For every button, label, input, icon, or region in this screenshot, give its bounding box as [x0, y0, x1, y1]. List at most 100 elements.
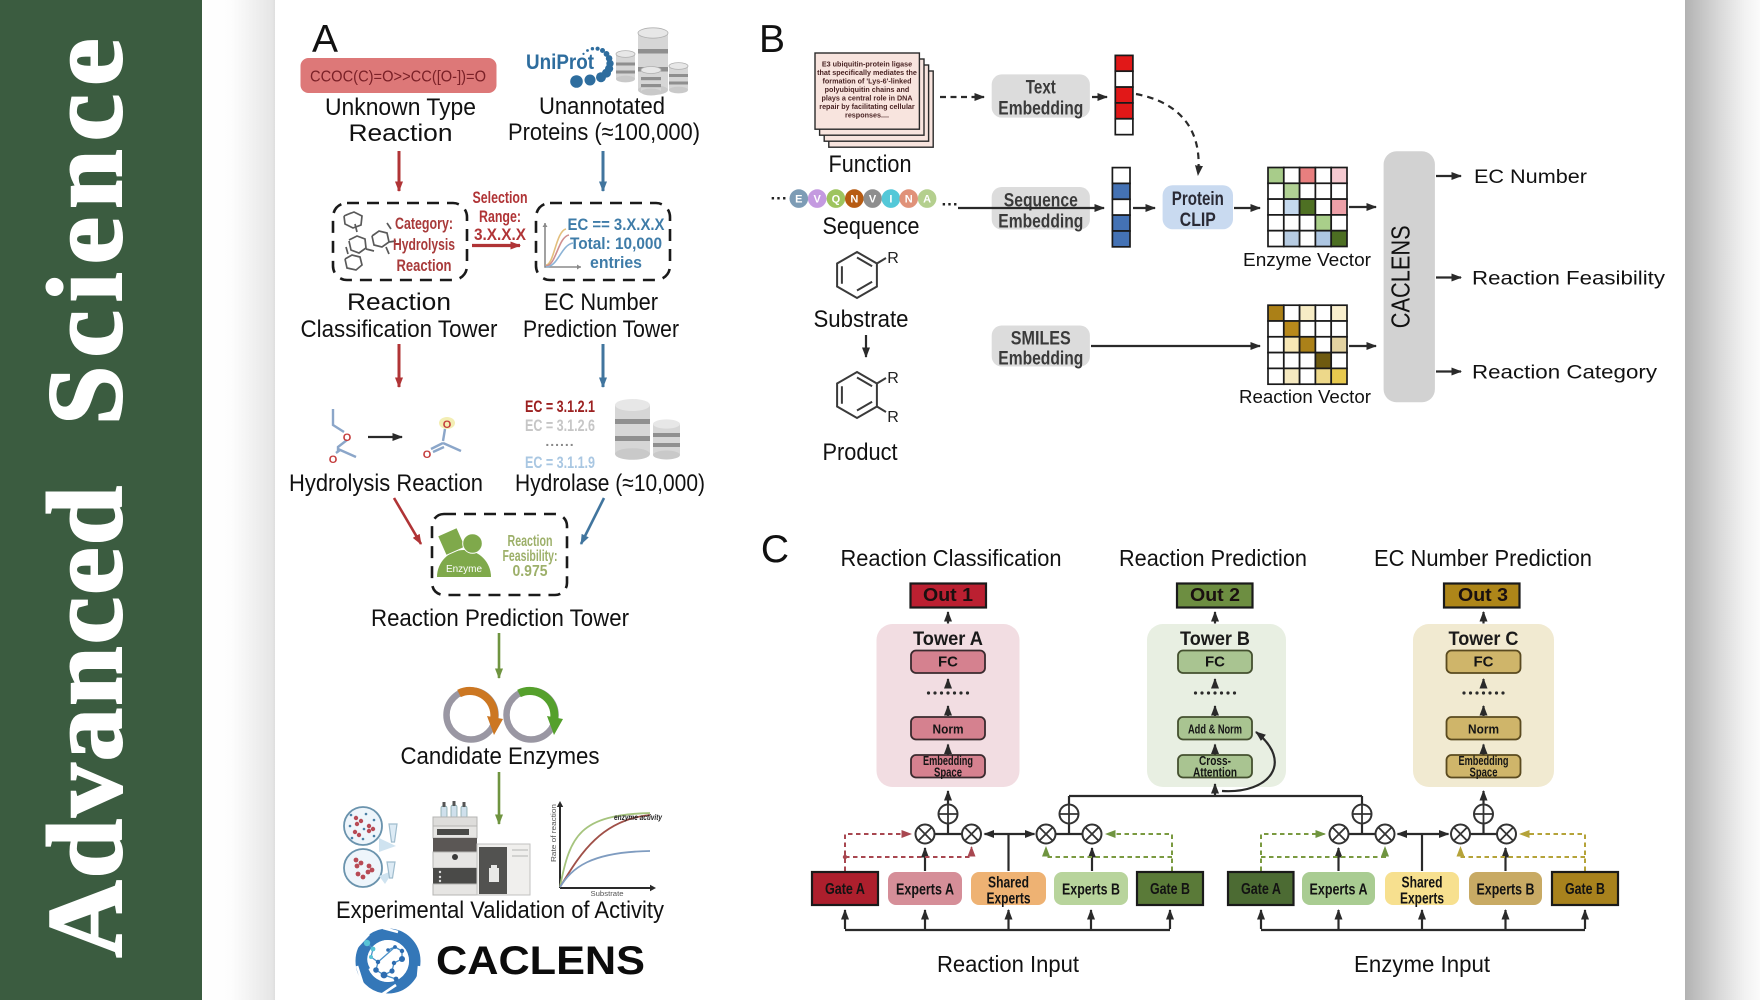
svg-text:Reaction: Reaction — [349, 120, 453, 147]
svg-text:O: O — [329, 454, 338, 466]
svg-text:Experts A: Experts A — [896, 882, 954, 899]
svg-text:Add & Norm: Add & Norm — [1188, 722, 1242, 737]
svg-text:Text: Text — [1026, 78, 1057, 99]
svg-text:Shared: Shared — [1402, 875, 1443, 892]
svg-text:···: ··· — [942, 195, 959, 214]
svg-text:Embedding: Embedding — [998, 99, 1083, 120]
svg-text:Out 2: Out 2 — [1190, 585, 1240, 605]
svg-text:Reaction: Reaction — [508, 533, 553, 550]
svg-text:CACLENS: CACLENS — [436, 939, 645, 983]
svg-text:Selection: Selection — [473, 189, 528, 207]
svg-text:Tower A: Tower A — [913, 629, 983, 650]
svg-text:Experts B: Experts B — [1477, 882, 1535, 899]
svg-text:Sequence: Sequence — [823, 213, 920, 240]
svg-text:Rate of reaction: Rate of reaction — [551, 804, 558, 862]
svg-text:···: ··· — [771, 189, 788, 208]
svg-text:Reaction: Reaction — [347, 289, 451, 316]
svg-text:0.975: 0.975 — [513, 563, 548, 580]
svg-text:Protein: Protein — [1172, 189, 1224, 210]
svg-text:Experts B: Experts B — [1062, 882, 1120, 899]
svg-text:Gate B: Gate B — [1565, 881, 1605, 898]
svg-text:formation of 'Lys-6'-linked: formation of 'Lys-6'-linked — [822, 77, 911, 86]
svg-text:Space: Space — [934, 766, 962, 780]
svg-text:UniProt: UniProt — [526, 51, 594, 74]
svg-text:FC: FC — [1474, 654, 1494, 671]
svg-text:Cross-: Cross- — [1199, 754, 1231, 768]
svg-text:Experts: Experts — [1400, 891, 1444, 908]
svg-text:Advanced Science: Advanced Science — [27, 30, 145, 957]
svg-text:Hydrolysis: Hydrolysis — [393, 236, 455, 254]
svg-text:Total: 10,000: Total: 10,000 — [570, 235, 662, 253]
svg-text:Enzyme Vector: Enzyme Vector — [1243, 250, 1371, 270]
svg-text:Enzyme Input: Enzyme Input — [1354, 951, 1490, 977]
svg-text:Gate A: Gate A — [825, 881, 865, 898]
svg-text:Feasibility:: Feasibility: — [503, 548, 558, 565]
svg-text:Norm: Norm — [933, 722, 964, 737]
svg-text:CLIP: CLIP — [1180, 210, 1216, 231]
svg-text:Space: Space — [1470, 766, 1498, 780]
svg-text:R: R — [887, 250, 899, 267]
svg-text:Reaction Vector: Reaction Vector — [1239, 387, 1371, 407]
svg-text:N: N — [905, 193, 913, 205]
svg-text:Tower C: Tower C — [1449, 629, 1519, 650]
svg-text:V: V — [869, 193, 877, 205]
svg-text:FC: FC — [938, 654, 958, 671]
svg-text:EC Number: EC Number — [544, 289, 658, 316]
svg-text:Gate B: Gate B — [1150, 881, 1190, 898]
svg-text:Gate A: Gate A — [1241, 881, 1281, 898]
svg-text:Sequence: Sequence — [1004, 191, 1078, 212]
svg-text:EC Number: EC Number — [1474, 166, 1588, 188]
svg-text:Embedding: Embedding — [1459, 754, 1509, 768]
svg-text:3.X.X.X: 3.X.X.X — [474, 226, 526, 244]
svg-text:CACLENS: CACLENS — [1385, 225, 1415, 328]
svg-text:B: B — [759, 18, 785, 61]
svg-text:Embedding: Embedding — [998, 212, 1083, 233]
svg-text:responses....: responses.... — [845, 111, 889, 120]
svg-text:Norm: Norm — [1468, 722, 1499, 737]
svg-text:Experts: Experts — [987, 891, 1031, 908]
svg-text:......: ...... — [545, 433, 574, 449]
svg-text:V: V — [814, 193, 822, 205]
svg-text:that specifically mediates the: that specifically mediates the — [817, 68, 917, 77]
svg-text:plays a central role in DNA: plays a central role in DNA — [821, 94, 912, 103]
svg-text:entries: entries — [590, 254, 642, 272]
svg-text:Range:: Range: — [479, 208, 521, 226]
svg-text:Unannotated: Unannotated — [539, 93, 665, 120]
svg-text:EC Number Prediction: EC Number Prediction — [1374, 545, 1592, 571]
svg-text:Classification Tower: Classification Tower — [301, 316, 498, 343]
svg-text:EC == 3.X.X.X: EC == 3.X.X.X — [568, 216, 665, 234]
svg-text:I: I — [889, 193, 892, 205]
svg-text:EC = 3.1.2.1: EC = 3.1.2.1 — [525, 398, 595, 416]
svg-text:Out 3: Out 3 — [1458, 585, 1508, 605]
svg-text:Embedding: Embedding — [998, 349, 1083, 370]
svg-text:Function: Function — [829, 151, 912, 178]
svg-text:Hydrolysis Reaction: Hydrolysis Reaction — [289, 470, 483, 497]
svg-text:polyubiquitin chains and: polyubiquitin chains and — [825, 85, 910, 94]
svg-text:Unknown Type: Unknown Type — [325, 94, 476, 121]
svg-text:Attention: Attention — [1193, 766, 1237, 780]
svg-text:Embedding: Embedding — [923, 754, 973, 768]
svg-text:Reaction Input: Reaction Input — [937, 951, 1079, 977]
svg-text:Reaction: Reaction — [397, 257, 452, 275]
svg-text:Experts A: Experts A — [1310, 882, 1368, 899]
svg-text:Prediction Tower: Prediction Tower — [523, 316, 679, 343]
svg-text:C: C — [761, 528, 789, 571]
svg-text:Substrate: Substrate — [591, 891, 624, 898]
svg-text:Category:: Category: — [395, 215, 453, 233]
svg-text:R: R — [887, 370, 899, 387]
svg-text:E3 ubiquitin-protein ligase: E3 ubiquitin-protein ligase — [822, 60, 912, 69]
svg-text:Out 1: Out 1 — [923, 585, 973, 605]
svg-text:repair by facilitating cellula: repair by facilitating cellular — [819, 102, 915, 111]
svg-text:enzyme activity: enzyme activity — [614, 813, 662, 822]
svg-text:A: A — [312, 18, 338, 61]
svg-text:Substrate: Substrate — [814, 306, 909, 333]
svg-text:Shared: Shared — [988, 875, 1029, 892]
svg-text:Hydrolase (≈10,000): Hydrolase (≈10,000) — [515, 470, 705, 497]
svg-text:EC = 3.1.2.6: EC = 3.1.2.6 — [525, 417, 595, 435]
svg-text:Reaction Prediction Tower: Reaction Prediction Tower — [371, 605, 629, 632]
svg-text:EC = 3.1.1.9: EC = 3.1.1.9 — [525, 454, 595, 472]
svg-text:R: R — [887, 409, 899, 426]
svg-text:Q: Q — [832, 193, 841, 205]
svg-text:O: O — [343, 432, 352, 444]
svg-text:Reaction Feasibility: Reaction Feasibility — [1472, 268, 1665, 290]
